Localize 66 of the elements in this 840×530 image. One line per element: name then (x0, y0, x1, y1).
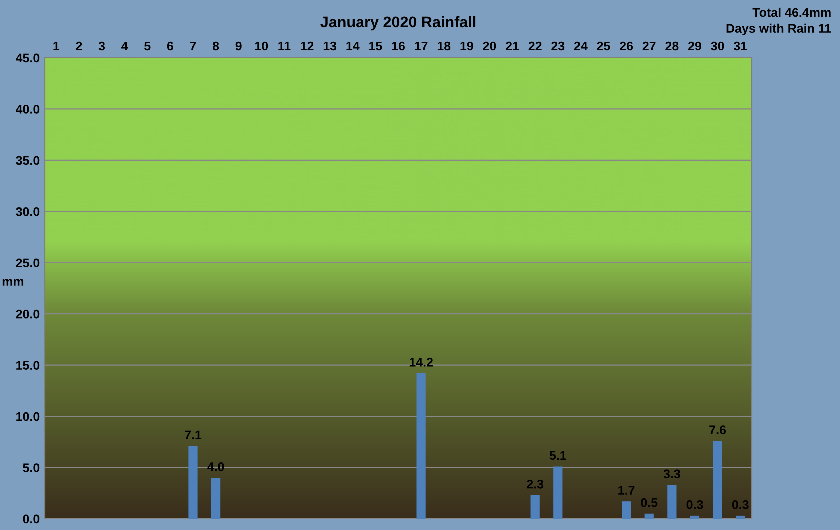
bar (690, 516, 700, 519)
x-tick-label: 26 (620, 42, 634, 51)
x-tick-label: 31 (734, 42, 748, 51)
x-tick-label: 11 (278, 42, 291, 51)
data-label: 7.6 (710, 426, 726, 435)
x-tick-label: 21 (506, 42, 520, 51)
data-label: 0.3 (686, 500, 704, 510)
data-label: 14.2 (410, 358, 433, 367)
x-tick-label: 5 (144, 42, 151, 51)
y-axis-title: mm (2, 279, 24, 286)
bar (530, 495, 540, 519)
bar (713, 441, 722, 519)
data-label: 1.7 (618, 486, 635, 495)
x-tick-label: 2 (76, 42, 82, 51)
x-tick-label: 1 (54, 42, 60, 51)
data-label: 0.5 (641, 498, 658, 508)
bar (554, 466, 563, 519)
x-tick-label: 27 (642, 42, 656, 51)
y-tick-label: 10.0 (16, 412, 40, 422)
x-tick-label: 16 (392, 42, 405, 51)
x-tick-label: 24 (574, 42, 588, 51)
y-tick-label: 5.0 (23, 464, 40, 472)
x-tick-label: 13 (324, 42, 337, 51)
x-tick-label: 29 (688, 42, 702, 51)
bar (644, 514, 654, 519)
x-tick-label: 4 (122, 42, 128, 51)
y-tick-label: 30.0 (16, 207, 40, 216)
x-tick-label: 3 (98, 42, 106, 51)
x-tick-label: 19 (460, 42, 474, 51)
x-tick-label: 8 (212, 42, 220, 51)
x-tick-label: 28 (666, 42, 679, 51)
y-tick-label: 25.0 (16, 258, 40, 268)
x-tick-label: 14 (346, 42, 360, 51)
data-label: 3.3 (664, 470, 680, 479)
y-tick-label: 40.0 (16, 105, 40, 114)
x-tick-label: 25 (597, 42, 610, 51)
chart-title: January 2020 Rainfall (320, 16, 476, 31)
x-tick-label: 18 (438, 42, 451, 51)
x-tick-label: 20 (483, 42, 496, 51)
y-tick-label: 20.0 (16, 310, 40, 319)
bar (188, 446, 198, 519)
bar (622, 502, 632, 519)
text: Total 46.4mm (752, 8, 831, 18)
data-label: 2.3 (527, 480, 544, 489)
x-tick-label: 6 (167, 42, 174, 51)
data-label: 5.1 (550, 451, 566, 460)
x-tick-label: 23 (552, 42, 565, 51)
bar (416, 374, 426, 519)
text: Days with Rain 11 (726, 24, 832, 36)
y-tick-label: 15.0 (16, 361, 40, 370)
x-tick-label: 9 (236, 42, 242, 51)
bar (211, 478, 221, 519)
x-tick-label: 15 (370, 42, 382, 51)
bar (668, 485, 677, 519)
x-tick-label: 22 (528, 42, 542, 51)
y-tick-label: 45.0 (16, 54, 40, 63)
x-tick-label: 30 (711, 42, 724, 51)
x-tick-label: 17 (415, 42, 428, 51)
x-tick-label: 12 (301, 42, 314, 51)
data-label: 0.3 (732, 500, 749, 510)
data-label: 7.1 (185, 430, 202, 440)
x-tick-label: 10 (255, 42, 268, 51)
y-tick-label: 0.0 (23, 514, 40, 524)
y-tick-label: 35.0 (16, 156, 40, 166)
bar (736, 516, 746, 519)
x-tick-label: 7 (190, 42, 196, 51)
